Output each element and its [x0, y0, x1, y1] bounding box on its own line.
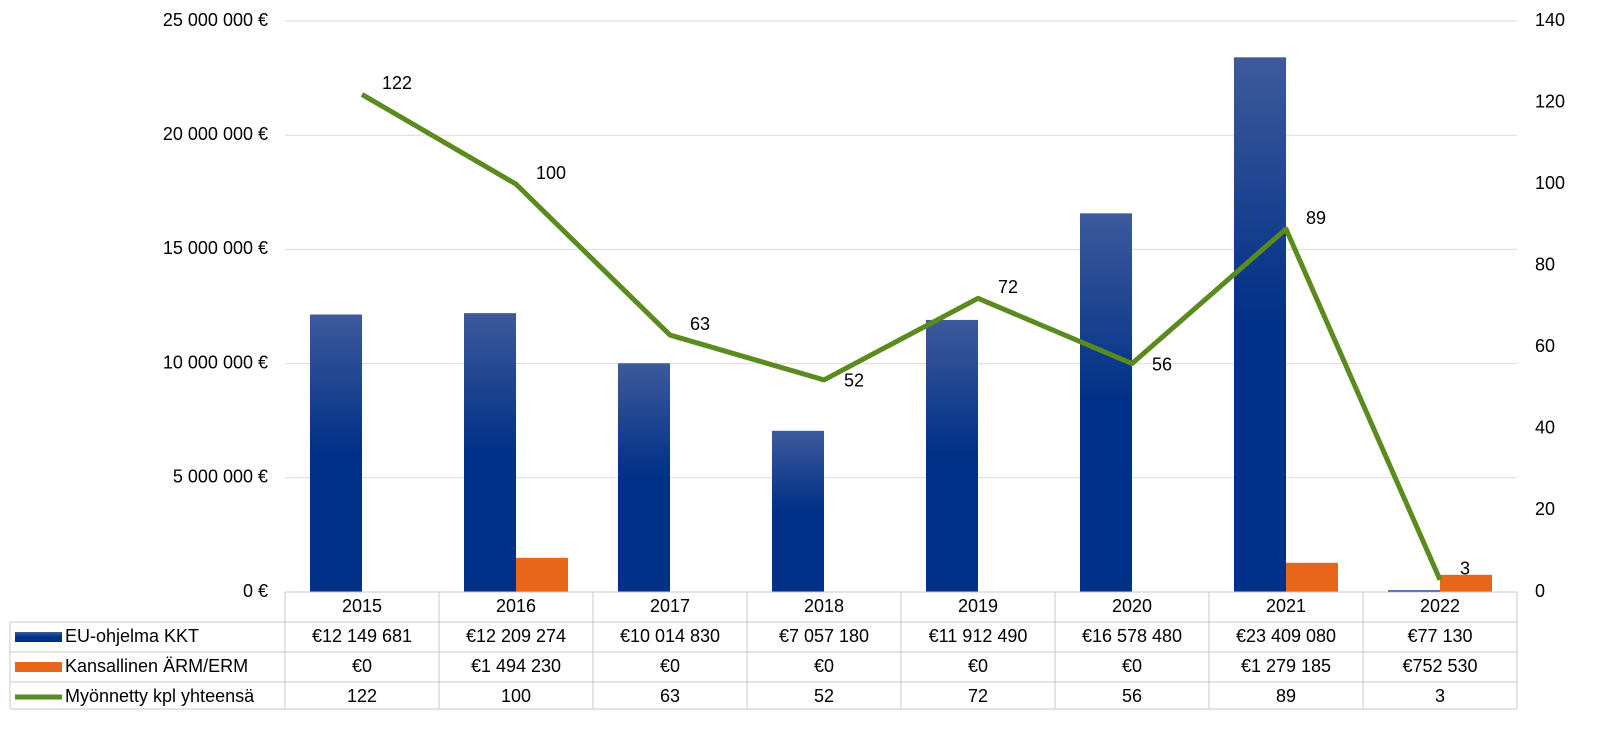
table-cell: €0 [660, 656, 680, 676]
x-tick-label: 2016 [496, 596, 536, 616]
x-tick-label: 2018 [804, 596, 844, 616]
table-cell: 56 [1122, 686, 1142, 706]
table-cell: €1 279 185 [1241, 656, 1331, 676]
table-cell: €0 [814, 656, 834, 676]
bar [1080, 213, 1132, 592]
bar [310, 314, 362, 592]
bar [926, 319, 978, 592]
x-tick-label: 2021 [1266, 596, 1306, 616]
bar [772, 430, 824, 592]
y2-tick-label: 0 [1535, 581, 1545, 601]
bar [1234, 57, 1286, 593]
line-series [360, 92, 1443, 581]
y-tick-label: 10 000 000 € [163, 352, 268, 372]
table-cell: €752 530 [1402, 656, 1477, 676]
data-label: 122 [382, 73, 412, 93]
x-tick-label: 2017 [650, 596, 690, 616]
y2-tick-label: 120 [1535, 91, 1565, 111]
table-cell: €0 [968, 656, 988, 676]
table-cell: €1 494 230 [471, 656, 561, 676]
table-cell: 63 [660, 686, 680, 706]
x-tick-label: 2020 [1112, 596, 1152, 616]
legend-label: EU-ohjelma KKT [65, 626, 199, 646]
data-label: 100 [536, 163, 566, 183]
data-label: 63 [690, 314, 710, 334]
legend-label: Myönnetty kpl yhteensä [65, 686, 255, 706]
table-cell: €23 409 080 [1236, 626, 1336, 646]
table-cell: €11 912 490 [929, 626, 1028, 646]
bar [618, 363, 670, 592]
table-cell: €0 [1122, 656, 1142, 676]
bar [1440, 574, 1492, 592]
table-cell: 3 [1435, 686, 1445, 706]
table-cell: €10 014 830 [620, 626, 720, 646]
y-tick-label: 20 000 000 € [163, 124, 268, 144]
y2-tick-label: 40 [1535, 418, 1555, 438]
data-label: 72 [998, 277, 1018, 297]
y-tick-label: 0 € [243, 581, 268, 601]
y2-tick-label: 20 [1535, 499, 1555, 519]
table-cell: €77 130 [1407, 626, 1472, 646]
bar [464, 313, 516, 592]
y2-tick-label: 100 [1535, 173, 1565, 193]
legend-swatch [15, 632, 62, 642]
table-cell: €12 149 681 [312, 626, 412, 646]
x-tick-label: 2019 [958, 596, 998, 616]
x-tick-label: 2015 [342, 596, 382, 616]
bar [1388, 590, 1440, 592]
table-cell: 52 [814, 686, 834, 706]
table-cell: 122 [347, 686, 377, 706]
data-label: 89 [1306, 208, 1326, 228]
x-tick-label: 2022 [1420, 596, 1460, 616]
y2-tick-label: 80 [1535, 254, 1555, 274]
table-cell: €16 578 480 [1082, 626, 1182, 646]
y2-tick-label: 140 [1535, 10, 1565, 30]
table-cell: €12 209 274 [466, 626, 566, 646]
table-cell: 89 [1276, 686, 1296, 706]
bar [516, 557, 568, 592]
table-cell: €7 057 180 [779, 626, 869, 646]
bar [1286, 562, 1338, 592]
data-label: 56 [1152, 354, 1172, 374]
y-tick-label: 25 000 000 € [163, 10, 268, 30]
data-label: 3 [1460, 559, 1470, 579]
y2-tick-label: 60 [1535, 336, 1555, 356]
legend-label: Kansallinen ÄRM/ERM [65, 656, 248, 676]
legend-swatch [15, 662, 62, 672]
data-label: 52 [844, 371, 864, 391]
table-cell: 72 [968, 686, 988, 706]
table-cell: €0 [352, 656, 372, 676]
y-tick-label: 15 000 000 € [163, 238, 268, 258]
y-tick-label: 5 000 000 € [173, 467, 268, 487]
table-cell: 100 [501, 686, 531, 706]
